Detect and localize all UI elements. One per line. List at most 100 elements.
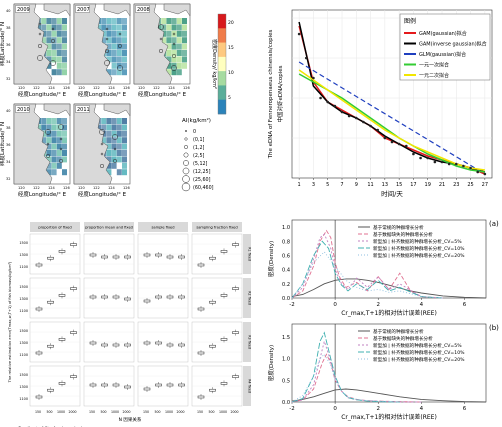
density-cell [106,56,112,63]
edna-x-tick: 19 [425,182,431,188]
density-cell [51,143,57,150]
density-cell [51,137,57,144]
density-cell [56,43,62,50]
box [155,295,162,299]
edna-legend-title: 图例 [404,17,416,25]
density-cell [116,56,122,63]
box [124,297,131,301]
edna-point [412,152,415,156]
box [155,253,162,257]
density-x-tick: 4 [420,406,424,412]
facet-column-header [138,222,188,232]
colorbar: 20 15 10 5 密度Density/ kg/km² [211,13,234,115]
density-cell [116,50,122,56]
abundance-bubble [99,163,105,169]
density-cell [176,30,182,37]
edna-legend-label: GAM(gaussian)拟合 [419,30,467,37]
map-x-tick: 120 [138,86,145,90]
density-cell [111,69,117,76]
bubble-legend-label: (1,2] [193,145,205,151]
density-cell [51,169,57,176]
box [143,299,151,303]
year-label-box [75,105,90,113]
box [178,383,185,387]
density-cell [161,18,167,24]
density-cell [62,24,67,31]
density-cell [106,18,112,24]
map-y-tick: 36 [6,143,10,147]
density-cell [111,18,117,24]
edna-point [376,128,380,132]
density-cell [106,150,112,156]
density-cell [122,118,127,124]
abundance-bubble [58,124,64,130]
density-plot-frame [291,323,487,403]
density-cell [116,118,122,124]
facet-x-tick: 1000 [111,410,119,414]
density-cell [62,130,67,137]
abundance-bubble [45,129,51,135]
edna-point [433,160,437,164]
box [70,331,77,334]
bubble-legend-label: (2,5] [193,153,205,159]
facet-y-tick: 1500 [19,285,28,289]
density-cell [62,118,67,124]
peninsula [43,3,71,17]
density-cell [51,124,57,131]
density-cell [56,150,62,156]
facet-x-tick: 500 [208,410,214,414]
year-label-box [15,5,30,13]
facet-y-tick: 1100 [19,265,28,269]
map-x-label: 经度Longitude/° E [78,190,127,198]
colorbar-swatch [218,71,226,86]
colorbar-swatch [218,28,226,43]
facet-x-tick: 500 [100,410,106,414]
abundance-bubbles [37,22,56,66]
bubble-legend: AI(kg/km²) 0 (0,1] (1,2] (2,5] (5,12] (12,25] (… [181,117,214,192]
density-cell [182,56,187,63]
facet-row-header [243,322,251,362]
coastline [13,3,53,85]
density-cell [111,30,117,37]
density-cell [176,50,182,56]
density-y-label: 密度(Density) [267,241,275,277]
density-cell [122,18,127,24]
density-cell [122,50,127,56]
map-y-tick: 32 [6,77,10,81]
box [89,341,97,345]
density-cell [176,62,182,69]
map-x-tick: 120 [78,186,85,190]
peninsula [43,103,71,117]
year-label: 2010 [17,107,30,113]
box [232,243,239,246]
abundance-bubble [104,48,110,54]
density-x-tick: 6 [463,406,467,412]
abundance-bubble [105,27,109,31]
density-cell [122,130,127,137]
density-cell [62,18,67,24]
facet-column-header [84,222,134,232]
abundance-bubble [158,48,164,54]
density-x-tick: 0 [333,406,337,412]
facet-column-header [30,222,80,232]
abundance-bubble [50,60,56,66]
edna-point [390,140,394,144]
box [47,344,54,348]
density-cell [182,24,187,31]
density-cell [101,137,107,144]
box [47,300,54,304]
density-series-line [291,251,443,299]
edna-x-tick: 13 [382,182,388,188]
density-y-tick: 1.5 [282,335,290,341]
map-y-tick: 40 [6,9,10,13]
density-cell [182,30,187,37]
box [232,375,239,378]
density-panel-label: (b) [489,324,499,332]
density-cell [62,150,67,156]
density-series-line [291,233,443,299]
density-cell [62,56,67,63]
map-panel: 2010 120 122 124 126 32 34 36 38 40 经度Longitude/° … [0,103,71,198]
density-cell [171,37,177,44]
facet-y-label: The relative estimation error(Tmax,w,T+1… [8,261,12,383]
